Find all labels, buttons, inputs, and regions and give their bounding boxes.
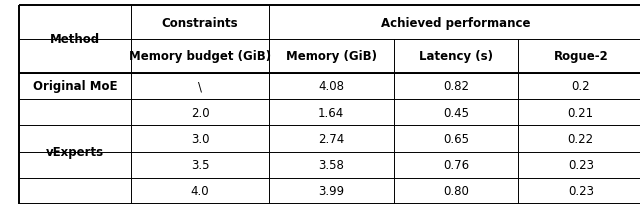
Text: Original MoE: Original MoE — [33, 80, 118, 93]
Text: Rogue-2: Rogue-2 — [554, 50, 608, 63]
Text: \: \ — [198, 80, 202, 93]
Text: 0.45: 0.45 — [443, 106, 469, 119]
Text: 3.99: 3.99 — [318, 184, 344, 197]
Text: 0.23: 0.23 — [568, 158, 594, 171]
Text: 3.58: 3.58 — [318, 158, 344, 171]
Text: 0.82: 0.82 — [443, 80, 469, 93]
Text: Memory (GiB): Memory (GiB) — [285, 50, 377, 63]
Text: 3.0: 3.0 — [191, 132, 209, 145]
Text: 0.76: 0.76 — [443, 158, 469, 171]
Text: Achieved performance: Achieved performance — [381, 17, 531, 29]
Text: 0.2: 0.2 — [572, 80, 590, 93]
Text: Memory budget (GiB): Memory budget (GiB) — [129, 50, 271, 63]
Text: 0.65: 0.65 — [443, 132, 469, 145]
Text: 1.64: 1.64 — [318, 106, 344, 119]
Text: vExperts: vExperts — [46, 145, 104, 158]
Text: 0.23: 0.23 — [568, 184, 594, 197]
Text: 0.21: 0.21 — [568, 106, 594, 119]
Text: Constraints: Constraints — [162, 17, 238, 29]
Text: 0.22: 0.22 — [568, 132, 594, 145]
Text: 3.5: 3.5 — [191, 158, 209, 171]
Text: Latency (s): Latency (s) — [419, 50, 493, 63]
Text: Method: Method — [50, 33, 100, 46]
Text: 4.0: 4.0 — [191, 184, 209, 197]
Text: 2.0: 2.0 — [191, 106, 209, 119]
Text: 0.80: 0.80 — [443, 184, 469, 197]
Text: 2.74: 2.74 — [318, 132, 344, 145]
Text: 4.08: 4.08 — [318, 80, 344, 93]
